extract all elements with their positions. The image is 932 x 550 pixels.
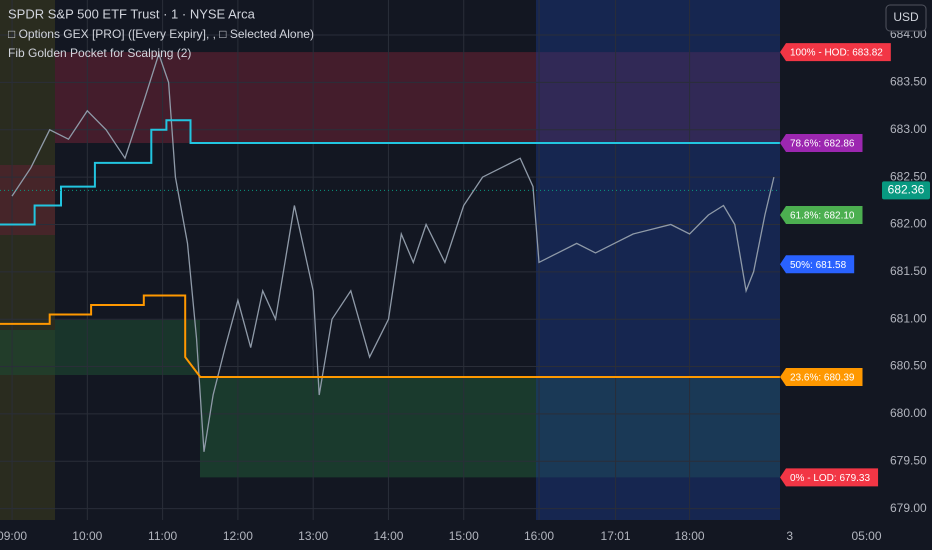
currency[interactable]: USD (893, 10, 919, 24)
fib-label: 0% - LOD: 679.33 (790, 473, 870, 484)
y-tick-label: 680.00 (890, 406, 927, 420)
lines (0, 51, 780, 452)
series-line (11, 51, 775, 452)
x-tick-label: 12:00 (223, 529, 253, 543)
y-tick-label: 679.00 (890, 501, 927, 515)
indicator: □ Options GEX [PRO] ([Every Expiry], , □… (8, 27, 314, 41)
fib-tag (780, 134, 863, 153)
last-price-label: 682.36 (888, 183, 925, 197)
early-green-zone (0, 330, 55, 375)
hod-zone (55, 52, 780, 144)
chart-title: SPDR S&P 500 ETF Trust · 1 · NYSE Arca (8, 6, 256, 21)
currency-button[interactable] (885, 4, 927, 32)
session-zone (536, 0, 780, 520)
grid (0, 0, 780, 520)
fib-tag (780, 468, 879, 487)
x-tick-label: 18:00 (675, 529, 705, 543)
fib-label: 100% - HOD: 683.82 (790, 48, 883, 59)
y-tick-label: 681.50 (890, 264, 927, 278)
early-zone (0, 0, 55, 520)
last-price-badge (882, 181, 930, 200)
series-line (0, 119, 780, 226)
y-tick-label: 683.00 (890, 122, 927, 136)
x-tick-label: 16:00 (524, 529, 554, 543)
indicator: Fib Golden Pocket for Scalping (2) (8, 46, 191, 60)
x-tick-label: 15:00 (449, 529, 479, 543)
y-tick-label: 680.50 (890, 359, 927, 373)
x-tick-label: 17:01 (601, 529, 631, 543)
y-tick-label: 682.50 (890, 169, 927, 183)
low-zone-left (55, 320, 200, 375)
fib-label: 23.6%: 680.39 (790, 373, 855, 384)
x-tick-label: 10:00 (72, 529, 102, 543)
axes: 684.00683.50683.00682.50682.00681.50681.… (0, 27, 930, 543)
x-tick-label: 09:00 (0, 529, 27, 543)
fib-label: 50%: 681.58 (790, 260, 847, 271)
fib-tag (780, 367, 863, 386)
y-tick-label: 683.50 (890, 75, 927, 89)
series-line (0, 294, 780, 378)
zones (0, 0, 780, 520)
y-tick-label: 681.00 (890, 311, 927, 325)
fib-label: 61.8%: 682.10 (790, 211, 855, 222)
y-tick-label: 679.50 (890, 453, 927, 467)
fib-tag (780, 206, 863, 225)
x-tick-label: 11:00 (148, 529, 177, 543)
x-tick-label: 05:00 (851, 529, 881, 543)
x-tick-label: 14:00 (373, 529, 403, 543)
x-tick-label: 3 (786, 529, 793, 543)
fib-tag (780, 43, 891, 62)
fib-tag (780, 255, 855, 274)
lod-zone (200, 376, 780, 478)
x-tick-label: 13:00 (298, 529, 328, 543)
y-tick-label: 682.00 (890, 217, 927, 231)
fib-label: 78.6%: 682.86 (790, 139, 855, 150)
